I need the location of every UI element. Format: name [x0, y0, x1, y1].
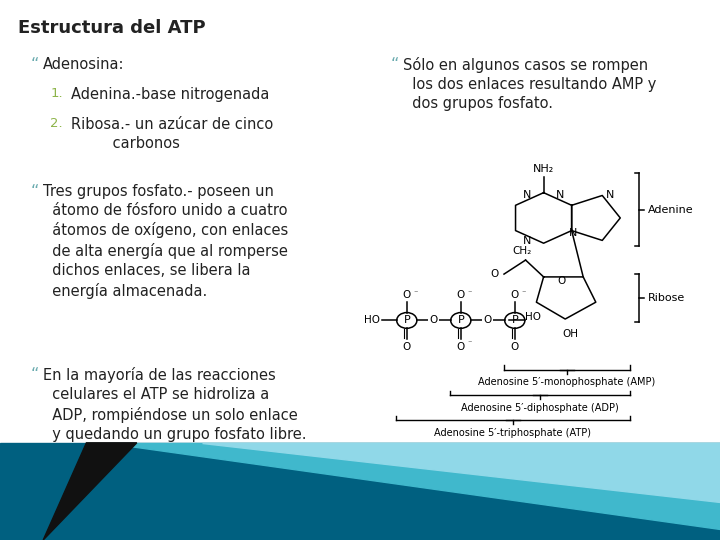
Text: HO: HO — [364, 315, 380, 326]
Text: “: “ — [30, 367, 39, 382]
Text: O: O — [510, 342, 519, 352]
Text: N: N — [523, 235, 531, 246]
Text: OH: OH — [562, 329, 579, 339]
Text: Ribosa.- un azúcar de cinco
         carbonos: Ribosa.- un azúcar de cinco carbonos — [71, 117, 273, 151]
Text: P: P — [457, 315, 464, 326]
Text: 2.: 2. — [50, 117, 63, 130]
Text: 1.: 1. — [50, 87, 63, 100]
Text: O: O — [456, 342, 465, 352]
Polygon shape — [202, 443, 720, 502]
Text: P: P — [511, 315, 518, 326]
Text: ⁻: ⁻ — [521, 288, 526, 298]
Text: Adenosine 5′-monophosphate (AMP): Adenosine 5′-monophosphate (AMP) — [478, 377, 656, 387]
Polygon shape — [0, 443, 720, 540]
Text: HO: HO — [525, 312, 541, 322]
Text: Adenine: Adenine — [648, 205, 693, 214]
Text: Estructura del ATP: Estructura del ATP — [18, 19, 206, 37]
Text: O: O — [402, 290, 411, 300]
Text: ⁻: ⁻ — [413, 288, 418, 298]
Text: N: N — [556, 190, 564, 200]
Text: O: O — [456, 290, 465, 300]
Text: “: “ — [30, 57, 39, 72]
Text: Adenina.-base nitrogenada: Adenina.-base nitrogenada — [71, 87, 269, 103]
Text: N: N — [523, 190, 531, 200]
Text: N: N — [606, 191, 614, 200]
Polygon shape — [108, 443, 720, 529]
Text: Sólo en algunos casos se rompen
  los dos enlaces resultando AMP y
  dos grupos : Sólo en algunos casos se rompen los dos … — [403, 57, 657, 111]
Text: CH₂: CH₂ — [513, 246, 531, 256]
Text: O: O — [510, 290, 519, 300]
Text: O: O — [484, 315, 492, 326]
Text: P: P — [403, 315, 410, 326]
Text: Adenosina:: Adenosina: — [43, 57, 125, 72]
Text: Tres grupos fosfato.- poseen un
  átomo de fósforo unido a cuatro
  átomos de ox: Tres grupos fosfato.- poseen un átomo de… — [43, 184, 289, 299]
Text: O: O — [490, 269, 498, 279]
Text: Adenosine 5′-diphosphate (ADP): Adenosine 5′-diphosphate (ADP) — [461, 403, 619, 413]
Text: ⁻: ⁻ — [467, 288, 472, 298]
Text: “: “ — [390, 57, 399, 72]
Text: “: “ — [30, 184, 39, 199]
Text: Adenosine 5′-triphosphate (ATP): Adenosine 5′-triphosphate (ATP) — [434, 428, 592, 438]
Text: NH₂: NH₂ — [533, 164, 554, 174]
Polygon shape — [43, 443, 137, 540]
Text: ⁻: ⁻ — [467, 339, 472, 348]
Text: O: O — [402, 342, 411, 352]
Text: N: N — [570, 228, 577, 238]
Text: En la mayoría de las reacciones
  celulares el ATP se hidroliza a
  ADP, rompién: En la mayoría de las reacciones celulare… — [43, 367, 307, 442]
Text: O: O — [557, 276, 566, 286]
Text: O: O — [430, 315, 438, 326]
Text: Ribose: Ribose — [648, 293, 685, 303]
